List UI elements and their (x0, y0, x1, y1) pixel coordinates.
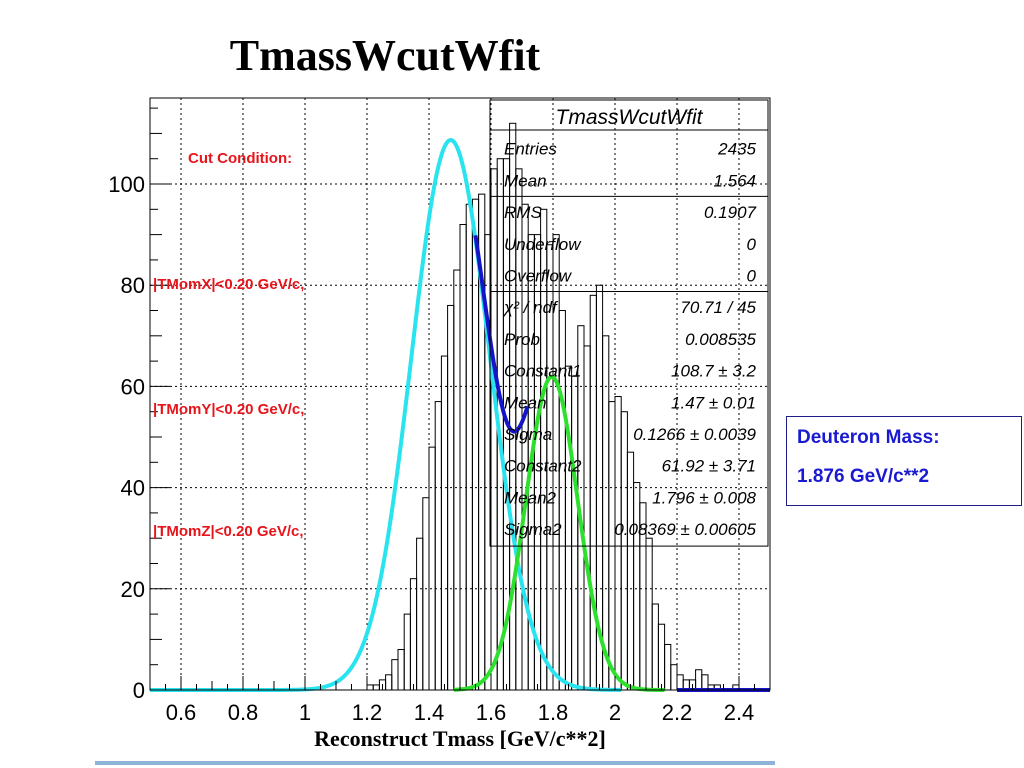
stats-row-label: Entries (504, 140, 557, 159)
stats-row-label: RMS (504, 203, 542, 222)
stats-row-value: 1.796 ± 0.008 (652, 488, 756, 507)
histogram-bin (440, 355, 449, 691)
histogram-bin (701, 674, 709, 691)
x-tick-label: 2 (609, 700, 621, 725)
x-tick-label: 0.6 (166, 700, 197, 725)
stats-row-value: 1.564 (713, 171, 756, 190)
slide-divider (95, 761, 775, 765)
y-tick-label: 0 (133, 678, 145, 703)
histogram-bin (453, 269, 461, 691)
x-tick-label: 1.8 (538, 700, 569, 725)
stats-row-label: Sigma (504, 425, 552, 444)
histogram-bin (372, 684, 380, 691)
histogram-bin (366, 684, 374, 691)
y-tick-label: 60 (121, 374, 145, 399)
deuteron-mass-value: 1.876 GeV/c**2 (797, 466, 930, 487)
cut-condition-item: |TMomZ|<0.20 GeV/c, (153, 523, 304, 540)
histogram-bin (471, 198, 480, 691)
stats-box-frame (489, 99, 769, 547)
cut-condition-label: Cut Condition: (188, 150, 292, 167)
x-tick-label: 2.2 (662, 700, 693, 725)
stats-row-label: χ² / ndf (502, 298, 559, 317)
histogram-bin (465, 203, 473, 691)
stats-row-label: Mean2 (504, 488, 557, 507)
stats-row-label: Constant2 (504, 457, 582, 476)
stats-row-label: Mean (504, 393, 547, 412)
stats-row-value: 0 (747, 235, 757, 254)
x-tick-label: 1 (299, 700, 311, 725)
stats-row-label: Constant1 (504, 362, 582, 381)
histogram-bin (422, 497, 430, 691)
x-tick-label: 1.6 (476, 700, 507, 725)
histogram-bin (397, 649, 405, 691)
stats-row-value: 0.08369 ± 0.00605 (614, 520, 756, 539)
stats-row-label: Prob (504, 330, 540, 349)
stats-row-label: Sigma2 (504, 520, 562, 539)
x-tick-label: 1.2 (352, 700, 383, 725)
histogram-bin (459, 223, 467, 691)
fit-gaussian-2 (453, 374, 665, 692)
stats-row-label: Underflow (504, 235, 582, 254)
chart-title: TmassWcutWfit (229, 31, 541, 80)
y-tick-label: 20 (121, 577, 145, 602)
histogram-bin (391, 659, 399, 691)
stats-row-label: Overflow (504, 267, 573, 286)
y-tick-label: 100 (108, 172, 145, 197)
x-tick-label: 2.4 (724, 700, 755, 725)
stats-row-value: 1.47 ± 0.01 (671, 393, 756, 412)
histogram-bin (409, 578, 418, 691)
histogram-bin (447, 304, 455, 691)
stats-row-value: 61.92 ± 3.71 (662, 457, 756, 476)
histogram-bin (664, 643, 672, 691)
axis-ticks: 0.6 0.8 1 1.2 1.4 1.6 1.8 2 2.2 2.4 0 20 40 60 80 100 (108, 107, 771, 725)
deuteron-mass-label: Deuteron Mass: (797, 427, 940, 448)
stats-row-value: 70.71 / 45 (680, 298, 756, 317)
x-axis-label: Reconstruct Tmass [GeV/c**2] (314, 726, 606, 751)
cut-condition-item: |TMomX|<0.20 GeV/c, (153, 276, 304, 293)
histogram-bin (385, 674, 393, 691)
stats-row-value: 0.1907 (704, 203, 757, 222)
fit-sum (473, 235, 530, 434)
stats-row-value: 0.008535 (685, 330, 756, 349)
histogram-bin (403, 613, 411, 691)
stats-row-value: 108.7 ± 3.2 (671, 362, 756, 381)
histogram-bin (695, 669, 703, 691)
deuteron-mass-box: Deuteron Mass: 1.876 GeV/c**2 (786, 416, 1022, 506)
y-tick-label: 40 (121, 476, 145, 501)
stats-title: TmassWcutWfit (556, 106, 704, 129)
histogram-bin (670, 664, 678, 691)
stats-row-value: 0.1266 ± 0.0039 (633, 425, 756, 444)
histogram-bin (428, 446, 436, 691)
histogram-bin (676, 674, 684, 691)
histogram-bin (416, 537, 424, 691)
histogram-bin (657, 623, 666, 691)
cut-annotations: Cut Condition: |TMomX|<0.20 GeV/c, |TMomY|… (153, 150, 304, 540)
stats-row-label: Mean (504, 171, 547, 190)
cut-condition-item: |TMomY|<0.20 GeV/c, (153, 401, 304, 418)
histogram-bin (651, 603, 659, 691)
stats-row-value: 2435 (717, 140, 756, 159)
histogram-bin (434, 401, 442, 691)
histogram-bin (645, 537, 653, 691)
stats-box: TmassWcutWfit Entries 2435 Mean 1.564 RMS 0.19… (489, 99, 769, 547)
y-tick-label: 80 (121, 273, 145, 298)
x-tick-label: 1.4 (414, 700, 445, 725)
x-tick-label: 0.8 (228, 700, 259, 725)
stats-row-value: 0 (747, 267, 757, 286)
